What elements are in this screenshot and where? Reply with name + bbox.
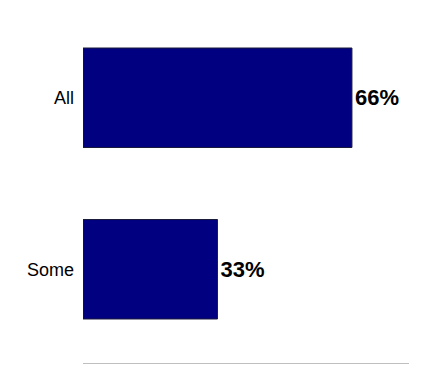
svg-text:33%: 33% — [220, 257, 264, 282]
svg-text:66%: 66% — [355, 85, 399, 110]
svg-text:Some: Some — [27, 260, 74, 280]
svg-text:All: All — [54, 88, 74, 108]
